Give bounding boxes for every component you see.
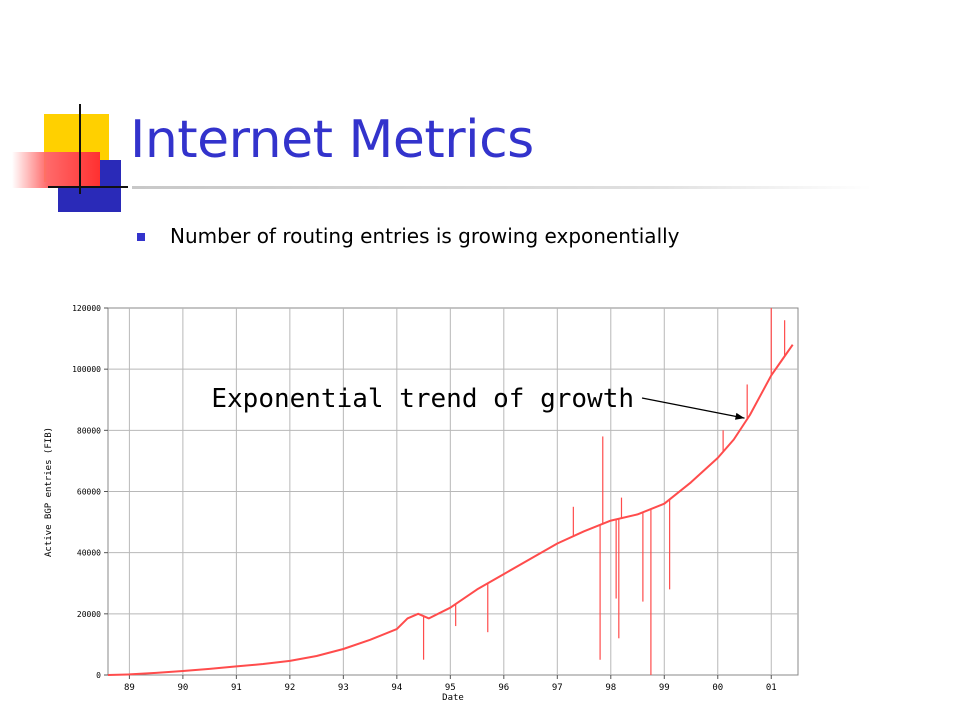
x-tick-label: 99 bbox=[659, 683, 670, 693]
x-tick-label: 97 bbox=[552, 683, 563, 693]
annotation-layer: Exponential trend of growth bbox=[211, 384, 745, 420]
x-tick-label: 00 bbox=[712, 683, 723, 693]
x-tick-label: 01 bbox=[766, 683, 777, 693]
bullet-square-icon bbox=[137, 233, 145, 241]
annotation-label: Exponential trend of growth bbox=[211, 384, 634, 414]
title-underline-rule bbox=[132, 186, 872, 189]
annotation-arrow-line bbox=[641, 397, 745, 419]
y-tick-label: 60000 bbox=[77, 488, 101, 497]
x-tick-label: 98 bbox=[605, 683, 616, 693]
x-tick-label: 95 bbox=[445, 683, 456, 693]
y-tick-label: 0 bbox=[96, 671, 101, 680]
x-tick-label: 90 bbox=[177, 683, 188, 693]
y-tick-label: 100000 bbox=[72, 365, 101, 374]
y-tick-label: 120000 bbox=[72, 304, 101, 313]
y-axis-label: Active BGP entries (FIB) bbox=[44, 427, 54, 557]
x-tick-label: 93 bbox=[338, 683, 349, 693]
series-layer bbox=[107, 308, 794, 676]
x-axis-label: Date bbox=[442, 693, 464, 703]
series-line bbox=[107, 344, 794, 676]
title-decoration-horizontal-line bbox=[48, 186, 128, 188]
x-tick-label: 91 bbox=[231, 683, 242, 693]
x-tick-label: 92 bbox=[284, 683, 295, 693]
x-tick-label: 89 bbox=[124, 683, 135, 693]
y-tick-label: 40000 bbox=[77, 549, 101, 558]
title-decoration-red-bar bbox=[12, 152, 100, 188]
x-tick-label: 96 bbox=[498, 683, 509, 693]
title-decoration-vertical-line bbox=[79, 104, 81, 194]
y-tick-label: 20000 bbox=[77, 610, 101, 619]
tick-labels: 89 90 91 92 93 94 95 96 97 98 99 00 01 0 20000 40000 600… bbox=[72, 304, 777, 693]
annotation-arrow-head bbox=[735, 412, 745, 420]
slide-title: Internet Metrics bbox=[130, 110, 534, 170]
bgp-growth-chart: 89 90 91 92 93 94 95 96 97 98 99 00 01 0 20000 40000 600… bbox=[44, 304, 799, 703]
bullet-text: Number of routing entries is growing exp… bbox=[170, 224, 680, 248]
x-tick-label: 94 bbox=[391, 683, 402, 693]
grid-lines bbox=[108, 308, 798, 675]
y-tick-label: 80000 bbox=[77, 426, 101, 435]
